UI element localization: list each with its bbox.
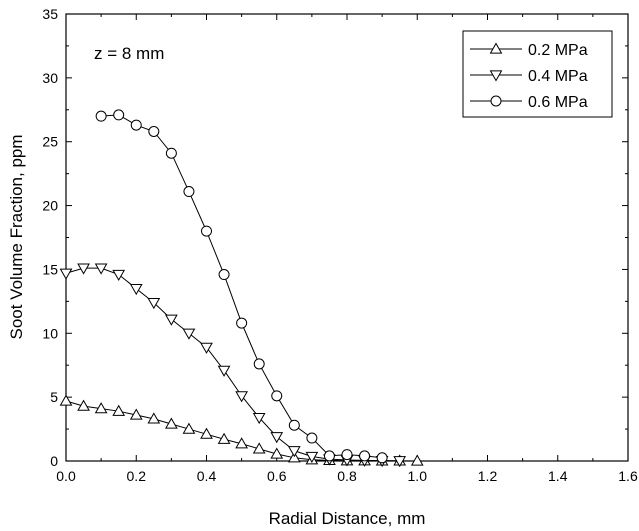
data-point <box>252 412 266 425</box>
series-2 <box>95 109 388 464</box>
data-point <box>183 186 195 198</box>
data-point <box>165 314 178 326</box>
legend-label-2: 0.6 MPa <box>528 94 588 111</box>
data-point <box>341 449 353 461</box>
x-tick-label: 0.0 <box>56 468 76 484</box>
chart-annotation: z = 8 mm <box>94 44 164 63</box>
data-point <box>182 328 196 340</box>
data-point <box>77 263 90 275</box>
legend-marker <box>489 42 503 54</box>
x-tick-label: 0.6 <box>267 468 287 484</box>
ticks-layer: 0.0 0.2 0.4 0.6 0.8 1.0 1.2 1.4 1.6 0 5 10 15 20 25 30 3… <box>42 6 638 484</box>
data-point <box>323 450 335 462</box>
data-point <box>305 451 319 464</box>
data-point <box>200 342 213 354</box>
data-point <box>376 452 388 464</box>
data-point <box>270 447 284 459</box>
x-tick-label: 1.6 <box>618 468 638 484</box>
data-point <box>235 437 248 449</box>
data-point <box>359 450 371 462</box>
data-point <box>393 456 407 468</box>
data-point <box>200 427 213 439</box>
data-point <box>288 419 300 431</box>
data-point <box>147 298 161 310</box>
x-tick-label: 1.4 <box>548 468 568 484</box>
y-tick-label: 10 <box>42 325 58 341</box>
data-point <box>165 417 178 429</box>
data-point <box>130 119 142 131</box>
data-point <box>129 408 143 420</box>
data-point <box>59 394 73 406</box>
data-point <box>182 422 196 434</box>
data-point <box>236 317 248 329</box>
data-point <box>112 404 126 416</box>
legend-items <box>470 42 522 107</box>
data-point <box>201 225 212 237</box>
data-point <box>217 432 231 444</box>
y-tick-label: 5 <box>50 389 58 405</box>
data-point <box>129 283 143 296</box>
x-tick-label: 1.0 <box>408 468 428 484</box>
x-tick-label: 0.2 <box>127 468 147 484</box>
data-point <box>252 442 266 454</box>
data-point <box>410 454 424 466</box>
data-point <box>112 269 126 282</box>
data-point <box>113 109 125 121</box>
x-tick-label: 1.2 <box>478 468 498 484</box>
y-tick-label: 35 <box>42 6 58 22</box>
y-tick-label: 15 <box>42 261 58 277</box>
data-point <box>271 390 283 402</box>
x-axis-title: Radial Distance, mm <box>269 509 426 528</box>
y-tick-label: 30 <box>42 70 58 86</box>
x-tick-label: 0.4 <box>197 468 217 484</box>
data-point <box>287 446 301 458</box>
data-point <box>218 269 230 281</box>
data-point <box>165 147 177 159</box>
y-tick-label: 25 <box>42 134 58 150</box>
data-point <box>306 432 318 444</box>
y-tick-label: 20 <box>42 198 58 214</box>
data-point <box>253 358 265 370</box>
data-point <box>94 263 108 275</box>
y-tick-label: 0 <box>50 453 58 469</box>
x-tick-label: 0.8 <box>337 468 357 484</box>
data-point <box>148 125 160 137</box>
legend: 0.2 MPa 0.4 MPa 0.6 MPa <box>462 30 613 118</box>
legend-label-0: 0.2 MPa <box>528 42 588 59</box>
data-point <box>235 391 248 403</box>
legend-label-1: 0.4 MPa <box>528 68 588 85</box>
data-point <box>95 110 107 122</box>
data-point <box>94 402 108 414</box>
data-point <box>77 399 90 411</box>
legend-marker <box>490 95 502 107</box>
legend-marker <box>489 70 503 82</box>
data-point <box>59 268 73 280</box>
series-layer <box>59 109 424 468</box>
data-point <box>270 432 284 444</box>
legend-box <box>462 30 613 118</box>
y-axis-title: Soot Volume Fraction, ppm <box>7 134 26 339</box>
data-point <box>217 365 231 377</box>
data-point <box>147 412 161 424</box>
